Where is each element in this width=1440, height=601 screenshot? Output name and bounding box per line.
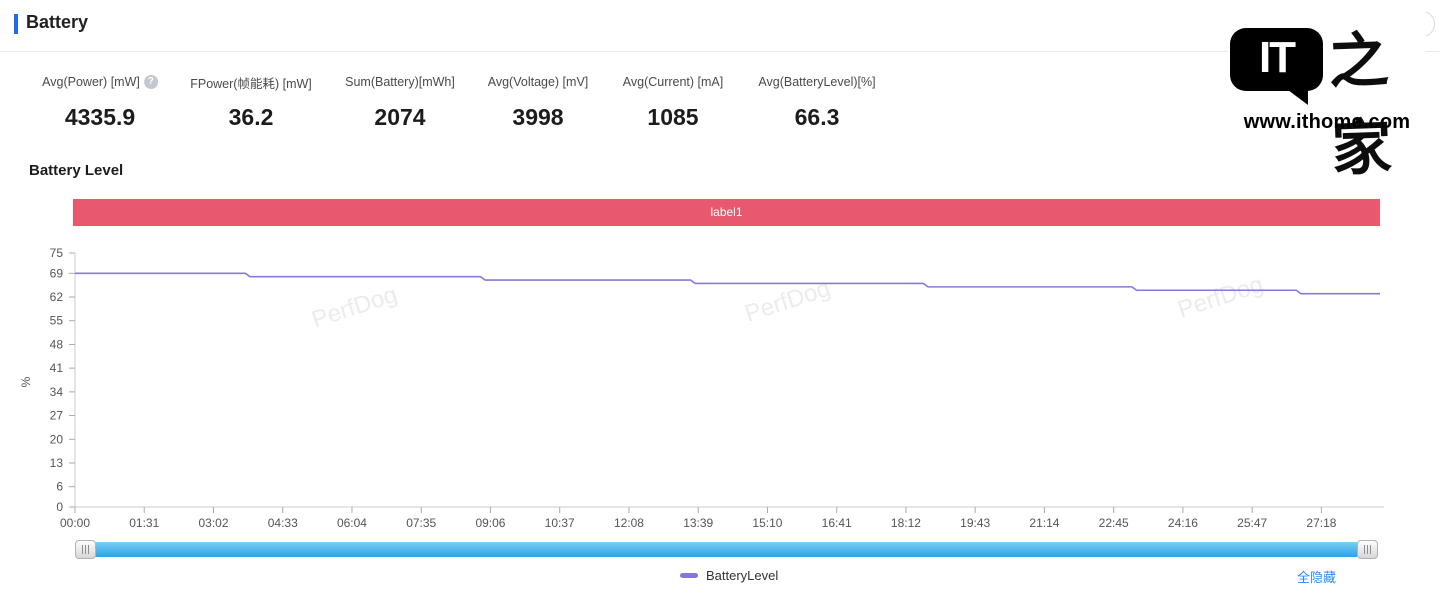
y-tick-label: 6 xyxy=(56,480,63,494)
stat-value: 2074 xyxy=(374,104,426,130)
x-tick-label: 03:02 xyxy=(198,516,228,530)
grip-icon xyxy=(1364,545,1371,554)
y-tick-label: 13 xyxy=(50,456,64,470)
x-tick-label: 19:43 xyxy=(960,516,990,530)
stat-avg-voltage: Avg(Voltage) [mV] 3998 xyxy=(488,72,589,131)
page-title: Battery xyxy=(26,12,89,32)
legend-label: BatteryLevel xyxy=(706,568,779,583)
y-tick-label: 62 xyxy=(50,290,64,304)
scrollbar-track[interactable] xyxy=(95,542,1358,557)
stat-fpower: FPower(帧能耗) [mW] 36.2 xyxy=(190,72,312,131)
stat-value: 4335.9 xyxy=(64,104,136,130)
x-tick-label: 06:04 xyxy=(337,516,367,530)
y-tick-label: 41 xyxy=(50,361,64,375)
legend-line-marker xyxy=(680,573,698,578)
x-tick-label: 27:18 xyxy=(1306,516,1336,530)
ithome-bubble-icon: IT xyxy=(1230,28,1323,105)
x-tick-label: 04:33 xyxy=(268,516,298,530)
stat-label: Sum(Battery)[mWh] xyxy=(345,75,455,89)
stat-value: 1085 xyxy=(647,104,699,130)
x-tick-label: 00:00 xyxy=(60,516,90,530)
title-accent-bar xyxy=(14,14,18,34)
legend-item-batterylevel[interactable]: BatteryLevel xyxy=(680,568,778,583)
x-tick-label: 24:16 xyxy=(1168,516,1198,530)
perfdog-watermark: PerfDog xyxy=(309,281,401,334)
stat-value: 36.2 xyxy=(228,104,274,130)
y-tick-label: 20 xyxy=(50,432,64,446)
stat-value: 66.3 xyxy=(794,104,840,130)
scrollbar-left-handle[interactable] xyxy=(75,540,96,559)
battery-level-line xyxy=(75,272,1380,295)
x-tick-label: 22:45 xyxy=(1099,516,1129,530)
y-tick-label: 27 xyxy=(50,409,64,423)
stat-label: FPower(帧能耗) [mW] xyxy=(190,76,312,91)
x-tick-label: 18:12 xyxy=(891,516,921,530)
x-tick-label: 10:37 xyxy=(545,516,575,530)
stat-sum-battery: Sum(Battery)[mWh] 2074 xyxy=(345,72,455,131)
ithome-cjk-text: 之家 xyxy=(1327,25,1393,185)
stat-label: Avg(Power) [mW] xyxy=(42,75,140,89)
y-axis-title: % xyxy=(19,376,33,387)
section-title: Battery Level xyxy=(29,162,124,179)
hide-all-link[interactable]: 全隐藏 xyxy=(1297,571,1337,586)
perfdog-watermark: PerfDog xyxy=(1175,271,1267,324)
x-tick-label: 09:06 xyxy=(475,516,505,530)
ithome-logo: IT 之家 www.ithome.com xyxy=(1228,6,1426,185)
y-tick-label: 69 xyxy=(50,266,64,280)
header-divider xyxy=(0,51,1440,52)
stat-avg-current: Avg(Current) [mA] 1085 xyxy=(623,72,724,131)
y-tick-label: 48 xyxy=(50,337,64,351)
stat-avg-power: Avg(Power) [mW] ? 4335.9 xyxy=(42,72,158,131)
x-tick-label: 07:35 xyxy=(406,516,436,530)
grip-icon xyxy=(82,545,89,554)
label1-annotation-bar[interactable]: label1 xyxy=(73,199,1380,226)
x-tick-label: 15:10 xyxy=(752,516,782,530)
scrollbar-right-handle[interactable] xyxy=(1357,540,1378,559)
stat-avg-battery-level: Avg(BatteryLevel)[%] 66.3 xyxy=(758,72,875,131)
stat-value: 3998 xyxy=(512,104,564,130)
x-tick-label: 25:47 xyxy=(1237,516,1267,530)
y-tick-label: 34 xyxy=(50,385,64,399)
x-tick-label: 01:31 xyxy=(129,516,159,530)
stat-label: Avg(Voltage) [mV] xyxy=(487,75,589,89)
ithome-url: www.ithome.com xyxy=(1243,111,1411,133)
x-tick-label: 21:14 xyxy=(1029,516,1059,530)
stat-label: Avg(BatteryLevel)[%] xyxy=(758,75,876,89)
y-tick-label: 55 xyxy=(50,314,64,328)
y-tick-label: 0 xyxy=(56,500,63,514)
help-icon[interactable]: ? xyxy=(143,75,158,89)
stat-label: Avg(Current) [mA] xyxy=(622,75,724,89)
x-tick-label: 12:08 xyxy=(614,516,644,530)
x-tick-label: 13:39 xyxy=(683,516,713,530)
y-tick-label: 75 xyxy=(50,246,64,260)
x-tick-label: 16:41 xyxy=(822,516,852,530)
